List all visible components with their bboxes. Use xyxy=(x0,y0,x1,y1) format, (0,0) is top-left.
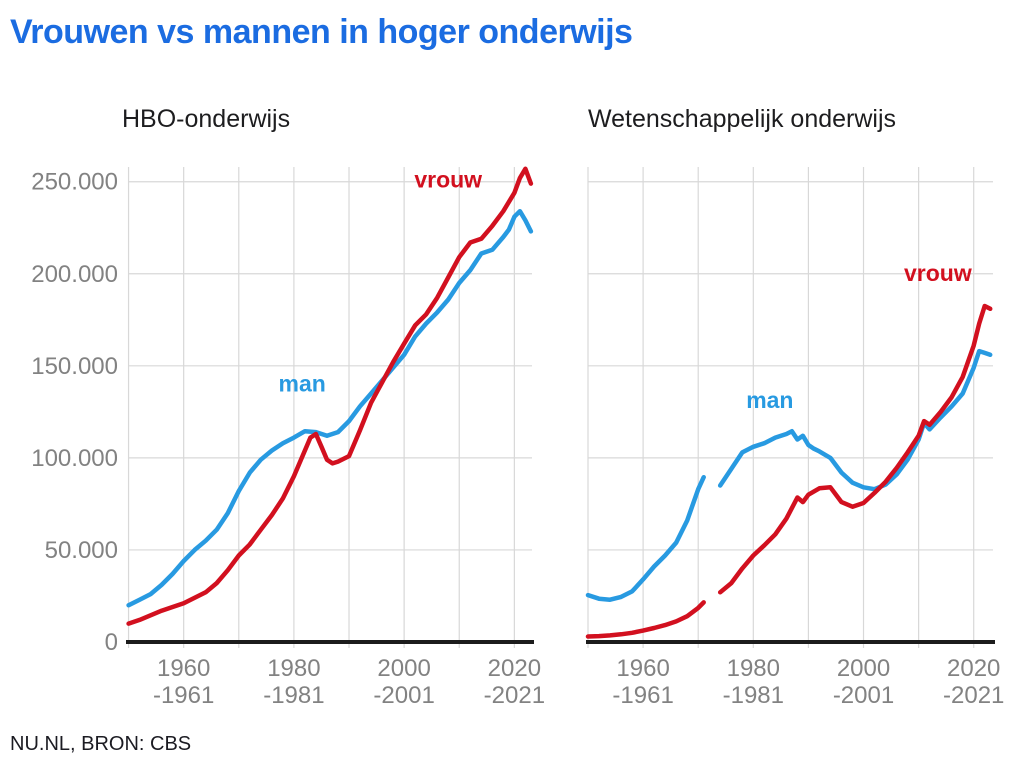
x-tick-label-line1: 1980 xyxy=(267,655,320,682)
chart-wo: 1960-1961 1980-1981 2000-2001 2020-2021 man v… xyxy=(585,167,1004,709)
wo-man-series-label: man xyxy=(746,387,793,413)
chart-title-wo: Wetenschappelijk onderwijs xyxy=(588,105,897,133)
hbo-vrouw-series-label: vrouw xyxy=(414,166,482,192)
y-tick-label: 150.000 xyxy=(31,353,118,380)
x-tick-label-line2: -2001 xyxy=(373,682,434,709)
chart-title-hbo: HBO-onderwijs xyxy=(122,105,291,133)
x-tick-label-line2: -2021 xyxy=(943,682,1004,709)
x-tick-label-line2: -2001 xyxy=(833,682,894,709)
source-credit: NU.NL, BRON: CBS xyxy=(10,733,192,755)
hbo-man-series-label: man xyxy=(279,371,326,397)
y-tick-label: 0 xyxy=(105,629,118,656)
chart-hbo: 050.000100.000150.000200.000250.0001960-… xyxy=(31,166,545,709)
x-tick-label-line2: -1981 xyxy=(723,682,784,709)
hbo-vrouw-line xyxy=(126,166,534,626)
x-tick-label-line1: 2020 xyxy=(488,655,541,682)
x-tick-label-line2: -1961 xyxy=(612,682,673,709)
x-tick-label-line1: 2020 xyxy=(947,655,1000,682)
wo-vrouw-line xyxy=(585,600,706,639)
y-tick-label: 100.000 xyxy=(31,445,118,472)
x-tick-label-line2: -1961 xyxy=(153,682,214,709)
x-tick-label-line2: -2021 xyxy=(484,682,545,709)
page-title: Vrouwen vs mannen in hoger onderwijs xyxy=(10,13,633,51)
wo-vrouw-series-label: vrouw xyxy=(904,260,972,286)
wo-man-line xyxy=(585,474,706,602)
wo-man-line xyxy=(717,348,993,492)
x-tick-label-line2: -1981 xyxy=(263,682,324,709)
wo-vrouw-line xyxy=(717,303,993,595)
y-tick-label: 250.000 xyxy=(31,169,118,196)
x-tick-label-line1: 1960 xyxy=(616,655,669,682)
y-tick-label: 50.000 xyxy=(45,537,118,564)
x-tick-label-line1: 2000 xyxy=(377,655,430,682)
x-tick-label-line1: 1980 xyxy=(727,655,780,682)
x-tick-label-line1: 1960 xyxy=(157,655,210,682)
x-tick-label-line1: 2000 xyxy=(837,655,890,682)
y-tick-label: 200.000 xyxy=(31,261,118,288)
hbo-man-line xyxy=(126,208,534,608)
